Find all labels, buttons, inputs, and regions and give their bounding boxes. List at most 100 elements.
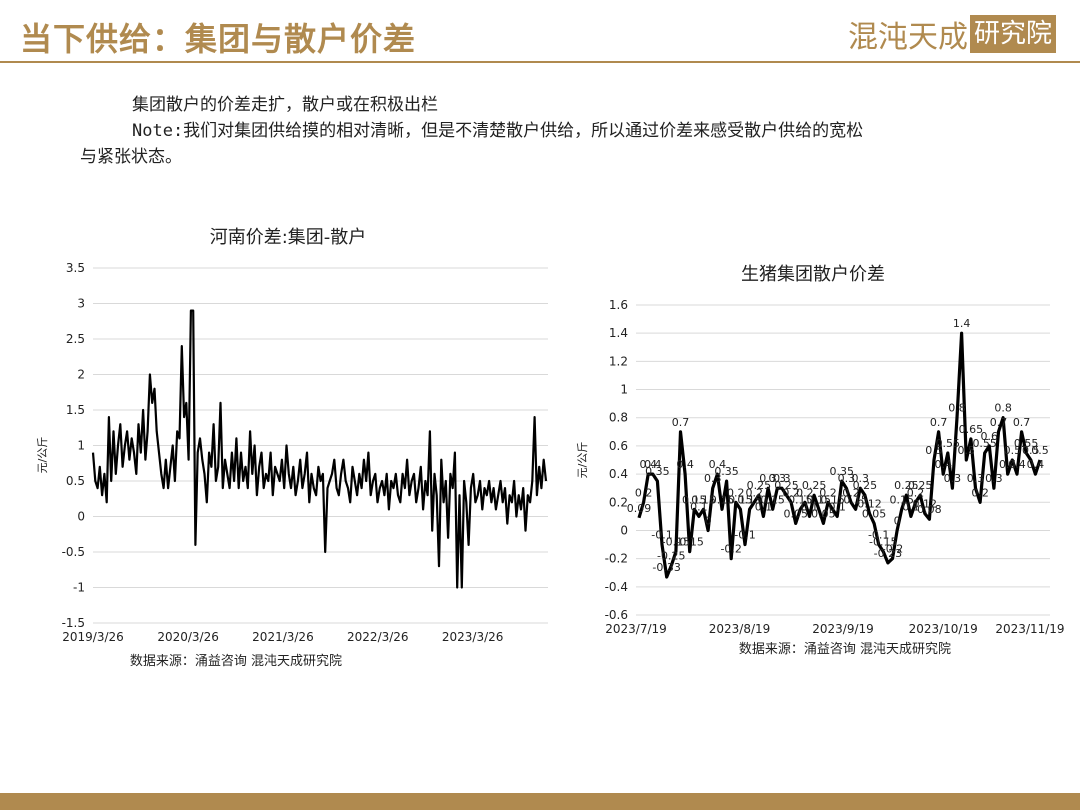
data-label: -0.1 [868, 529, 889, 542]
data-label: 0.4 [999, 458, 1017, 471]
data-label: 0.1 [755, 500, 773, 513]
data-label: 0.5 [1031, 444, 1049, 457]
data-label: 0.15 [737, 493, 762, 506]
data-label: 0.3 [769, 472, 787, 485]
data-label: 0.15 [889, 493, 914, 506]
y-tick-label: -1 [73, 581, 85, 595]
data-label: 0.4 [639, 458, 657, 471]
x-tick-label: 2023/8/19 [709, 622, 771, 636]
y-tick-label: 0 [77, 510, 85, 524]
data-label: 0.8 [948, 402, 966, 415]
y-tick-label: 3.5 [66, 261, 85, 275]
data-label: 0.7 [1013, 416, 1031, 429]
x-tick-label: 2023/9/19 [812, 622, 874, 636]
body-line-3: 与紧张状态。 [80, 147, 182, 167]
y-tick-label: 0.2 [609, 495, 628, 509]
x-tick-label: 2023/11/19 [995, 622, 1064, 636]
data-label: 0.2 [727, 486, 745, 499]
header-divider [0, 61, 1080, 63]
y-tick-label: 0.6 [609, 439, 628, 453]
chart1-title: 河南价差:集团-散户 [210, 227, 367, 248]
data-label: 0.3 [759, 472, 777, 485]
data-label: 0.08 [917, 503, 942, 516]
data-label: -0.15 [869, 536, 897, 549]
y-tick-label: 2.5 [66, 332, 85, 346]
logo-text: 混沌天成 [847, 20, 968, 55]
data-label: -0.1 [734, 529, 755, 542]
data-label: 0.09 [627, 502, 652, 515]
data-label: 0.25 [894, 479, 919, 492]
chart1-series-line [91, 309, 548, 589]
chart2-ylabel: 元/公斤 [576, 442, 589, 479]
y-tick-label: 1.4 [609, 326, 628, 340]
data-label: 0.1 [902, 500, 920, 513]
body-text: 集团散户的价差走扩，散户或在积极出栏 Note:我们对集团供给摸的相对清晰，但是… [80, 92, 1040, 170]
data-label: 0.05 [783, 507, 808, 520]
data-label: 0.1 [828, 500, 846, 513]
data-label: 0.2 [971, 486, 989, 499]
data-label: 0.35 [714, 465, 739, 478]
body-line-1: 集团散户的价差走扩，散户或在积极出栏 [132, 95, 438, 115]
y-tick-label: 2 [77, 368, 85, 382]
data-label: 0.5 [925, 444, 943, 457]
data-label: 0.3 [838, 472, 856, 485]
data-label: 0.35 [830, 465, 855, 478]
data-label: -0.2 [882, 543, 903, 556]
data-label: 0.2 [745, 486, 763, 499]
data-label: 0.15 [682, 493, 707, 506]
y-tick-label: 1.2 [609, 354, 628, 368]
data-label: -0.15 [675, 536, 703, 549]
y-tick-label: -0.6 [605, 608, 628, 622]
data-label: 0.12 [857, 498, 882, 511]
data-label: 0.15 [820, 493, 845, 506]
x-tick-label: 2023/10/19 [909, 622, 978, 636]
x-tick-label: 2020/3/26 [157, 630, 219, 644]
y-tick-label: 0 [620, 523, 628, 537]
data-label: 0.4 [1008, 458, 1026, 471]
data-label: 0.4 [934, 458, 952, 471]
data-label: 0.55 [1014, 437, 1038, 450]
data-label: 0.4 [644, 458, 662, 471]
data-label: -0.15 [662, 536, 690, 549]
y-tick-label: 0.8 [609, 411, 628, 425]
data-label: 0.15 [843, 493, 868, 506]
data-label: 0.3 [985, 472, 1003, 485]
chart1-ylabel: 元/公斤 [36, 437, 49, 474]
x-tick-label: 2021/3/26 [252, 630, 314, 644]
data-label: 0.2 [635, 486, 653, 499]
data-label: 0.2 [907, 486, 925, 499]
data-label: 0.3 [944, 472, 962, 485]
data-label: 0.25 [908, 479, 933, 492]
data-label: 0 [894, 514, 901, 527]
page-title: 当下供给：集团与散户价差 [20, 20, 417, 58]
data-label: -0.33 [652, 561, 680, 574]
y-tick-label: 0.5 [66, 474, 85, 488]
y-tick-label: -1.5 [62, 616, 85, 630]
data-label: 0.05 [811, 507, 836, 520]
data-label: 0.15 [760, 493, 785, 506]
data-label: -0.2 [720, 543, 741, 556]
data-label: 0.4 [709, 458, 727, 471]
y-tick-label: 1 [77, 439, 85, 453]
x-tick-label: 2022/3/26 [347, 630, 409, 644]
data-label: 1.4 [953, 317, 971, 330]
data-label: 0 [705, 514, 712, 527]
y-tick-label: -0.5 [62, 545, 85, 559]
data-label: 0.25 [774, 479, 799, 492]
chart1-source: 数据来源：涌益咨询 混沌天成研究院 [130, 654, 342, 669]
data-label: 0.6 [981, 430, 999, 443]
data-label: 0.4 [676, 458, 694, 471]
data-label: 0.5 [1022, 444, 1040, 457]
y-tick-label: 0.4 [609, 467, 628, 481]
data-label: -0.1 [651, 529, 672, 542]
data-label: 0.2 [782, 486, 800, 499]
data-label: 0.7 [930, 416, 948, 429]
y-tick-label: 1.5 [66, 403, 85, 417]
data-label: 0.15 [788, 493, 813, 506]
x-tick-label: 2023/7/19 [605, 622, 667, 636]
chart2-title: 生猪集团散户价差 [741, 264, 885, 285]
data-label: 0.7 [990, 416, 1008, 429]
data-label: 0.25 [802, 479, 827, 492]
data-label: -0.23 [874, 547, 902, 560]
henan-spread-chart: 河南价差:集团-散户 元/公斤 3.5 3 2.5 2 1.5 1 0.5 0 -0.5 -1 -1… [36, 227, 548, 669]
